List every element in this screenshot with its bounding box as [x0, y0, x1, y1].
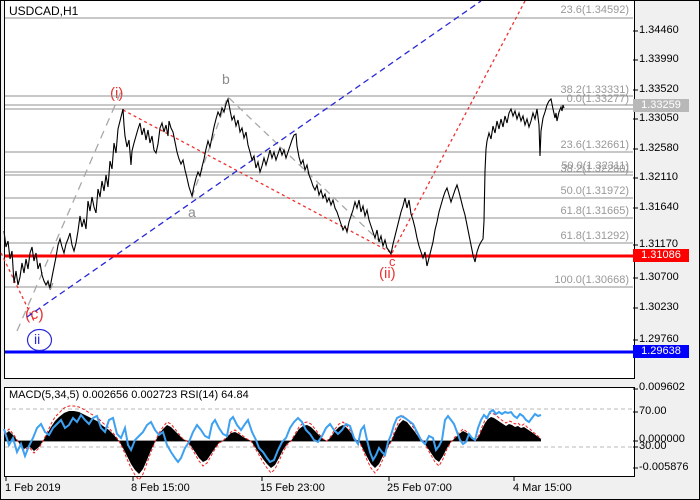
wave-label-b: b — [222, 71, 230, 87]
wave-label-i1: (i) — [110, 85, 124, 102]
support-price-box: 1.29638 — [633, 345, 689, 358]
price-tick: 1.32580 — [639, 142, 679, 154]
price-tick: 1.33520 — [639, 83, 679, 95]
wave-label-a: a — [188, 204, 196, 220]
main-price-chart[interactable] — [4, 1, 635, 379]
date-tick: 25 Feb 07:00 — [387, 482, 452, 494]
current-price-box: 1.33259 — [633, 99, 689, 112]
indicator-values-header: MACD(5,34,5) 0.002656 0.002723 RSI(14) 6… — [9, 389, 249, 401]
price-tick: 1.31640 — [639, 201, 679, 213]
price-tick: 1.30700 — [639, 271, 679, 283]
ind-tick: -0.005876 — [639, 461, 689, 473]
wave-label-c1: (c) — [25, 306, 44, 323]
fib-label: 38.2(1.33331) — [560, 84, 630, 96]
fib-label: 23.6(1.34592) — [560, 4, 630, 16]
date-tick: 1 Feb 2019 — [5, 482, 61, 494]
wave-label-ii-circ: ii — [34, 331, 41, 347]
price-tick: 1.30230 — [639, 301, 679, 313]
fib-label: 23.6(1.32661) — [560, 139, 630, 151]
ind-tick: 0.000000 — [639, 433, 685, 445]
ind-tick: 0.009602 — [639, 381, 685, 393]
date-tick: 8 Feb 15:00 — [131, 482, 190, 494]
date-tick: 15 Feb 23:00 — [260, 482, 325, 494]
fib-label: 50.0(1.31972) — [560, 185, 630, 197]
fib-label: 38.2(1.32280) — [560, 163, 630, 175]
price-tick: 1.31170 — [639, 238, 678, 250]
fib-label: 100.0(1.30668) — [554, 274, 629, 286]
wave-label-ii2: (ii) — [379, 265, 396, 282]
fib-label: 0.0(1.33277) — [566, 93, 629, 105]
resistance-price-box: 1.31086 — [633, 249, 689, 262]
wave-label-v: v — [47, 278, 54, 293]
price-tick: 1.29760 — [639, 333, 679, 345]
fib-label: 61.8(1.31292) — [560, 230, 630, 242]
fib-label: 61.8(1.31665) — [560, 205, 630, 217]
ind-tick: 30.00 — [639, 440, 667, 452]
price-tick: 1.33050 — [639, 112, 679, 124]
fib-label: 50.0(1.32311) — [561, 160, 629, 172]
ind-tick: 70.00 — [639, 405, 667, 417]
price-tick: 1.32110 — [639, 171, 678, 183]
price-tick: 1.33990 — [639, 53, 679, 65]
symbol-timeframe-title: USDCAD,H1 — [9, 4, 79, 18]
date-tick: 4 Mar 15:00 — [513, 482, 572, 494]
price-tick: 1.34460 — [639, 24, 679, 36]
